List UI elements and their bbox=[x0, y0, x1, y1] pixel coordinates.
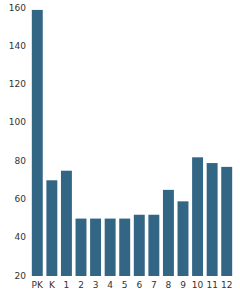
x-tick-label: 1 bbox=[64, 280, 70, 290]
chart-container: 20406080100120140160PKK123456789101112 bbox=[0, 0, 240, 296]
x-tick-label: 12 bbox=[221, 280, 232, 290]
x-tick-label: PK bbox=[32, 280, 44, 290]
bars bbox=[32, 10, 232, 276]
x-tick-label: 11 bbox=[206, 280, 217, 290]
bar bbox=[105, 219, 116, 276]
bar bbox=[163, 190, 174, 276]
bar bbox=[76, 219, 87, 276]
x-tick-label: 5 bbox=[122, 280, 128, 290]
x-tick-label: K bbox=[49, 280, 56, 290]
bar bbox=[148, 215, 159, 276]
x-tick-label: 6 bbox=[136, 280, 142, 290]
x-tick-label: 9 bbox=[180, 280, 186, 290]
x-tick-label: 7 bbox=[151, 280, 157, 290]
y-tick-label: 80 bbox=[15, 156, 27, 166]
bar bbox=[178, 201, 189, 276]
y-tick-label: 160 bbox=[9, 3, 26, 13]
y-tick-label: 140 bbox=[9, 41, 26, 51]
x-tick-label: 8 bbox=[166, 280, 172, 290]
bar bbox=[134, 215, 145, 276]
x-tick-label: 4 bbox=[107, 280, 113, 290]
bar bbox=[207, 163, 218, 276]
y-tick-label: 20 bbox=[15, 271, 27, 281]
bar bbox=[61, 171, 72, 276]
chart: 20406080100120140160PKK123456789101112 bbox=[0, 0, 240, 296]
x-tick-label: 3 bbox=[93, 280, 99, 290]
bar bbox=[90, 219, 101, 276]
y-tick-label: 100 bbox=[9, 117, 26, 127]
y-tick-label: 40 bbox=[15, 232, 27, 242]
y-tick-label: 120 bbox=[9, 79, 26, 89]
bar bbox=[119, 219, 130, 276]
y-tick-label: 60 bbox=[15, 194, 27, 204]
bar bbox=[221, 167, 232, 276]
x-tick-label: 2 bbox=[78, 280, 84, 290]
x-tick-label: 10 bbox=[192, 280, 204, 290]
bar bbox=[32, 10, 43, 276]
bar bbox=[192, 157, 203, 276]
bar bbox=[46, 180, 57, 276]
